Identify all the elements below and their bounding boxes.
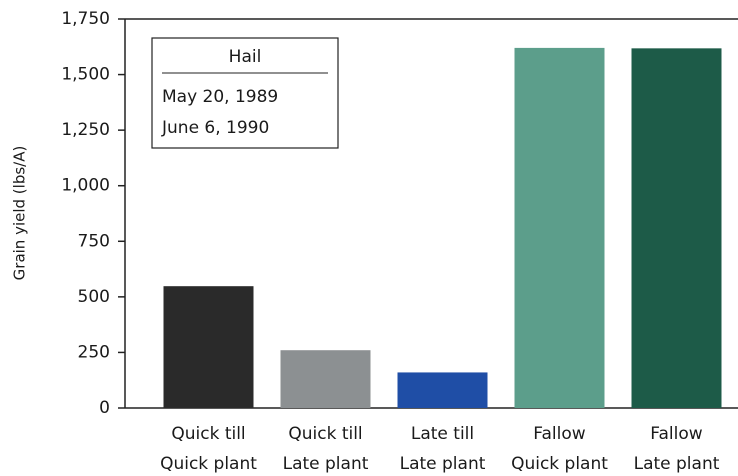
- bar: [397, 372, 488, 408]
- annotation-title: Hail: [229, 47, 262, 67]
- annotation-line: June 6, 1990: [161, 118, 269, 138]
- bar: [280, 350, 371, 408]
- bar: [163, 286, 254, 408]
- y-tick-label: 250: [78, 342, 110, 362]
- x-tick-label: Late plant: [283, 454, 369, 474]
- y-tick-label: 0: [99, 398, 110, 418]
- y-tick-label: 500: [78, 287, 110, 307]
- x-tick-label: Quick plant: [511, 454, 608, 474]
- x-tick-label: Quick till: [288, 424, 362, 444]
- bar: [631, 48, 722, 409]
- annotation-box: [151, 37, 339, 149]
- bar: [514, 47, 605, 408]
- y-axis-label: Grain yield (lbs/A): [11, 146, 29, 281]
- x-tick-label: Quick plant: [160, 454, 257, 474]
- x-tick-label: Fallow: [533, 424, 585, 444]
- x-tick-label: Late till: [411, 424, 474, 444]
- y-tick-label: 750: [78, 231, 110, 251]
- x-tick-label: Late plant: [400, 454, 486, 474]
- x-tick-label: Quick till: [171, 424, 245, 444]
- x-tick-label: Late plant: [634, 454, 720, 474]
- y-tick-label: 1,500: [61, 65, 110, 85]
- y-tick-label: 1,750: [61, 9, 110, 29]
- annotation-line: May 20, 1989: [162, 87, 278, 107]
- y-tick-label: 1,000: [61, 176, 110, 196]
- y-tick-label: 1,250: [61, 120, 110, 140]
- x-tick-label: Fallow: [650, 424, 702, 444]
